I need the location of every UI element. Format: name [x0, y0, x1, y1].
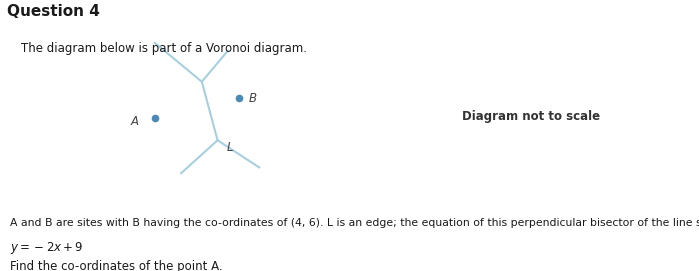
Text: A and B are sites with B having the co-ordinates of (4, 6). L is an edge; the eq: A and B are sites with B having the co-o… [10, 218, 699, 228]
Text: A: A [131, 115, 139, 128]
Text: Question 4: Question 4 [7, 4, 100, 19]
Text: Find the co-ordinates of the point A.: Find the co-ordinates of the point A. [10, 260, 223, 271]
Text: $y = -2x + 9$: $y = -2x + 9$ [10, 240, 84, 256]
Text: L: L [226, 141, 233, 154]
Text: The diagram below is part of a Voronoi diagram.: The diagram below is part of a Voronoi d… [21, 42, 307, 55]
Text: Diagram not to scale: Diagram not to scale [462, 110, 600, 123]
Text: B: B [249, 92, 257, 105]
